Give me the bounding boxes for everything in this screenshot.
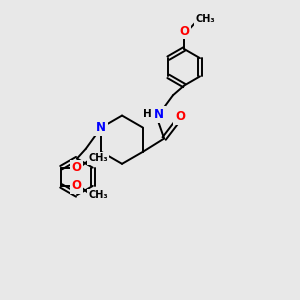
Text: O: O bbox=[179, 25, 189, 38]
Text: H: H bbox=[143, 110, 152, 119]
Text: O: O bbox=[71, 161, 82, 174]
Text: O: O bbox=[175, 110, 185, 123]
Text: N: N bbox=[96, 121, 106, 134]
Text: CH₃: CH₃ bbox=[88, 190, 108, 200]
Text: CH₃: CH₃ bbox=[196, 14, 215, 24]
Text: O: O bbox=[71, 179, 82, 192]
Text: CH₃: CH₃ bbox=[88, 153, 108, 163]
Text: N: N bbox=[154, 108, 164, 121]
